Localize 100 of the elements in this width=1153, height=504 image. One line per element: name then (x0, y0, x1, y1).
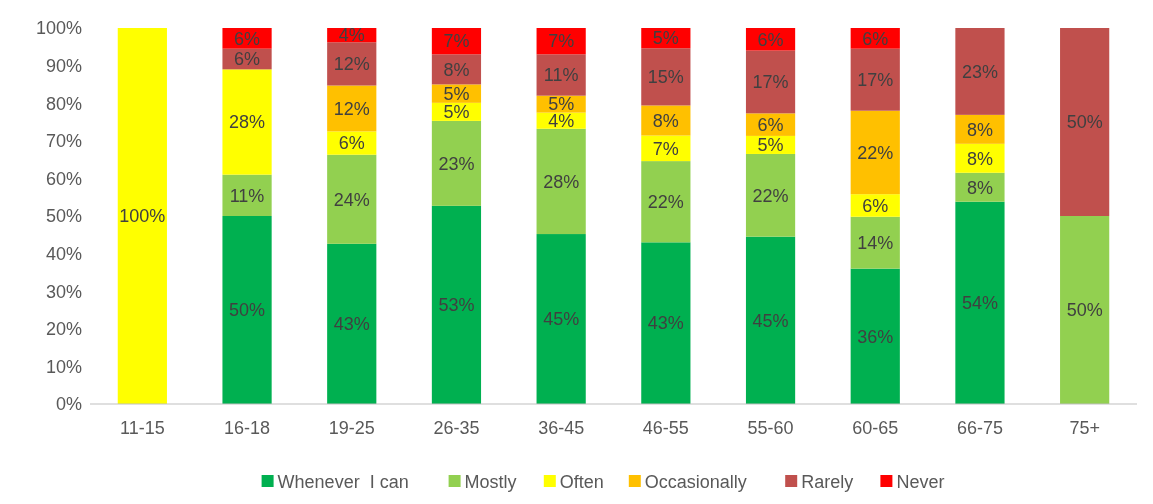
data-label: 8% (652, 110, 679, 131)
x-tick-label: 36-45 (538, 418, 585, 438)
bar (745, 50, 796, 114)
data-label: 17% (752, 72, 789, 93)
bar (222, 69, 272, 175)
x-tick-label: 75+ (1069, 418, 1100, 438)
data-label: 6% (234, 28, 261, 49)
data-label: 12% (333, 98, 370, 119)
data-label: 23% (438, 153, 475, 174)
bar (850, 216, 900, 269)
data-label: 50% (1066, 300, 1103, 321)
bar (955, 28, 1005, 115)
data-label: 11% (543, 65, 579, 86)
bar (850, 48, 900, 111)
bar (641, 48, 691, 106)
data-label: 100% (119, 206, 166, 227)
y-tick-label: 40% (45, 243, 82, 264)
data-label: 24% (333, 189, 370, 210)
x-tick-label: 46-55 (642, 418, 689, 438)
y-tick-label: 90% (45, 55, 82, 76)
data-label: 22% (752, 185, 789, 206)
data-label: 11% (229, 185, 265, 206)
bar (327, 243, 377, 404)
y-tick-label: 70% (45, 131, 82, 152)
y-tick-label: 20% (45, 319, 82, 340)
data-label: 6% (757, 114, 784, 135)
bar (850, 110, 900, 195)
bar (536, 54, 586, 96)
legend-label: Whenever I can (277, 472, 409, 492)
data-label: 8% (966, 148, 993, 169)
bar (745, 236, 796, 404)
data-label: 36% (857, 326, 894, 347)
bar (641, 242, 691, 404)
y-tick-label: 0% (55, 394, 82, 415)
data-label: 6% (338, 133, 365, 154)
x-tick-label: 60-65 (852, 418, 899, 438)
bar (222, 174, 272, 216)
data-label: 53% (438, 295, 475, 316)
data-label: 12% (333, 54, 370, 75)
data-label: 45% (543, 309, 580, 330)
data-label: 8% (966, 177, 993, 198)
y-tick-label: 100% (35, 18, 82, 39)
bar (1060, 216, 1110, 404)
data-label: 7% (652, 138, 679, 159)
bar (431, 205, 482, 404)
data-label: 22% (857, 142, 894, 163)
x-tick-label: 16-18 (224, 418, 271, 438)
data-label: 15% (647, 67, 684, 88)
data-label: 8% (966, 119, 993, 140)
data-label: 28% (229, 112, 266, 133)
bar (850, 268, 900, 404)
legend-label: Often (559, 472, 604, 492)
x-tick-label: 55-60 (747, 418, 794, 438)
data-label: 8% (443, 59, 470, 80)
data-label: 23% (961, 61, 998, 82)
bar (1060, 28, 1110, 216)
data-label: 28% (543, 171, 580, 192)
data-label: 43% (647, 313, 684, 334)
legend-label: Occasionally (644, 472, 747, 492)
bar (536, 234, 586, 404)
x-tick-label: 19-25 (328, 418, 375, 438)
bar (222, 216, 272, 404)
y-tick-label: 50% (45, 206, 82, 227)
bar (641, 161, 691, 243)
data-label: 45% (752, 310, 789, 331)
data-label: 50% (229, 300, 266, 321)
x-tick-label: 66-75 (956, 418, 1003, 438)
bar (955, 201, 1005, 404)
y-tick-label: 10% (45, 356, 82, 377)
legend-label: Rarely (801, 472, 854, 492)
data-label: 22% (647, 192, 684, 213)
data-label: 6% (862, 28, 889, 49)
legend-label: Mostly (464, 472, 517, 492)
bar (117, 28, 167, 404)
data-label: 7% (548, 31, 575, 52)
bar (431, 120, 482, 206)
data-label: 17% (857, 70, 894, 90)
data-label: 14% (857, 233, 894, 253)
y-tick-label: 80% (45, 93, 82, 114)
x-tick-label: 26-35 (433, 418, 480, 438)
data-label: 5% (443, 102, 470, 123)
data-label: 6% (757, 29, 784, 50)
data-label: 43% (333, 314, 370, 335)
y-tick-label: 60% (45, 168, 82, 189)
data-label: 54% (961, 293, 998, 314)
data-label: 5% (757, 135, 784, 156)
data-label: 5% (652, 28, 679, 49)
bar (536, 128, 586, 235)
bar (327, 42, 377, 86)
data-label: 6% (234, 49, 261, 70)
data-label: 5% (443, 83, 470, 104)
data-label: 4% (338, 25, 365, 46)
y-tick-label: 30% (45, 281, 82, 302)
data-label: 6% (862, 195, 889, 216)
legend-label: Never (896, 472, 945, 492)
bar (745, 153, 796, 237)
data-label: 7% (443, 31, 470, 52)
x-tick-label: 11-15 (120, 418, 165, 438)
bar (327, 154, 377, 244)
data-label: 50% (1066, 112, 1103, 133)
